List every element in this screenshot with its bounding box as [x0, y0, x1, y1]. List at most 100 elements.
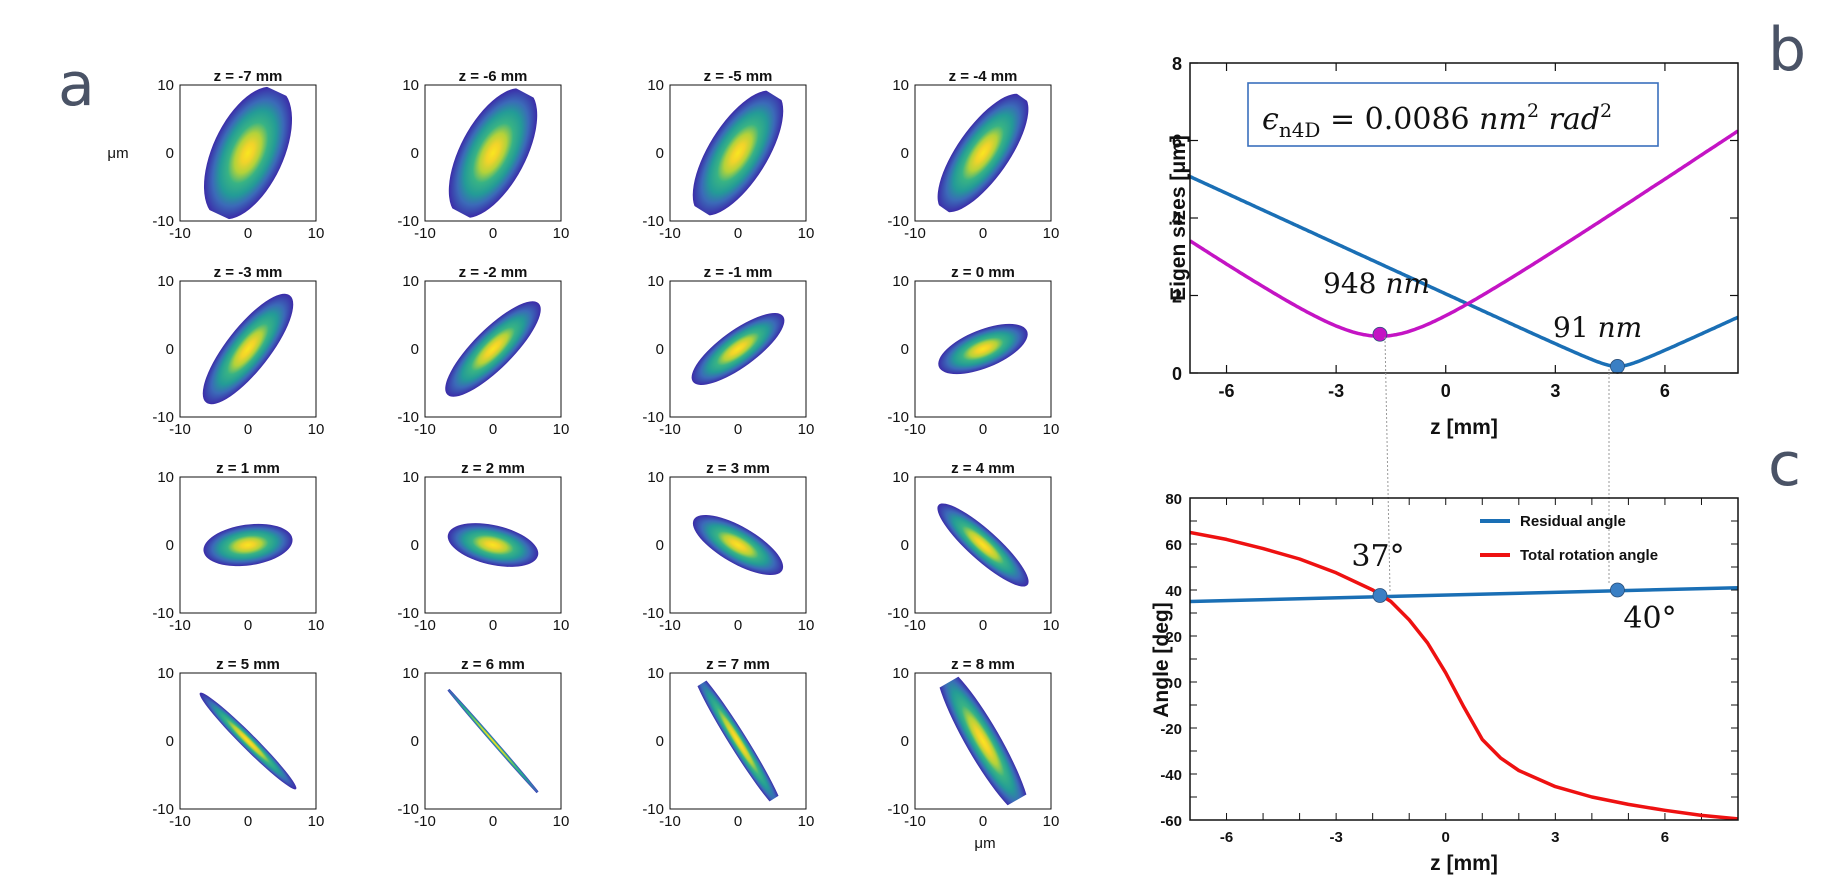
heatmap-panel: z = 2 mm -10-10 0 0 10 10 — [397, 460, 569, 634]
heatmap-frame — [424, 672, 562, 810]
heatmap-title: z = 2 mm — [461, 460, 525, 477]
heatmap-y-tick: 10 — [402, 469, 419, 486]
heatmap-panel: z = -1 mm -10-10 0 0 10 10 — [642, 264, 814, 438]
heatmap-y-tick: 10 — [157, 273, 174, 290]
heatmap-y-tick: 0 — [411, 537, 419, 554]
panel-label-b: b — [1768, 15, 1806, 85]
heatmap-y-tick: -10 — [887, 605, 909, 622]
angle-y-tick: -20 — [1160, 721, 1182, 738]
angle-y-axis-label: Angle [deg] — [1150, 602, 1173, 718]
heatmap-x-tick: 0 — [979, 617, 987, 634]
grid-x-unit-label: μm — [974, 835, 995, 852]
angle-y-tick: 40 — [1165, 583, 1182, 600]
heatmap-panel: z = 0 mm -10-10 0 0 10 10 — [887, 264, 1059, 438]
heatmap-y-tick: 10 — [157, 77, 174, 94]
panel-label-c: c — [1768, 430, 1801, 500]
heatmap-y-tick: 10 — [402, 665, 419, 682]
eigen-x-tick: 0 — [1441, 381, 1451, 401]
beam-ellipse — [445, 301, 541, 397]
heatmap-title: z = 0 mm — [951, 264, 1015, 281]
heatmap-y-tick: 10 — [647, 665, 664, 682]
heatmap-frame — [424, 476, 562, 614]
eigen-y-tick: 8 — [1172, 54, 1182, 74]
heatmap-x-tick: 10 — [798, 225, 815, 242]
heatmap-panel: z = 7 mm -10-10 0 0 10 10 — [642, 656, 814, 830]
emittance-sup-1: 2 — [1527, 100, 1539, 122]
heatmap-frame — [179, 280, 317, 418]
heatmap-x-tick: 10 — [798, 617, 815, 634]
heatmap-x-tick: 10 — [798, 813, 815, 830]
beam-ellipse — [448, 88, 538, 218]
angle-series — [1190, 530, 1738, 820]
heatmap-x-tick: -10 — [414, 421, 436, 438]
legend-residual-angle: Residual angle — [1520, 513, 1626, 530]
heatmap-y-tick: 0 — [166, 537, 174, 554]
heatmap-x-tick: 10 — [308, 421, 325, 438]
angle-y-tick: 20 — [1165, 629, 1182, 646]
beam-ellipse — [691, 313, 785, 385]
heatmap-x-tick: 0 — [489, 617, 497, 634]
heatmap-x-tick: 0 — [734, 421, 742, 438]
heatmap-y-tick: -10 — [152, 605, 174, 622]
heatmap-y-tick: -10 — [642, 801, 664, 818]
heatmap-x-tick: 0 — [244, 421, 252, 438]
emittance-subscript: n4D — [1279, 118, 1321, 142]
heatmap-frame — [669, 476, 807, 614]
heatmap-x-tick: -10 — [414, 617, 436, 634]
heatmap-y-tick: -10 — [397, 605, 419, 622]
eigen-y-tick: 4 — [1172, 209, 1182, 229]
heatmap-y-tick: 0 — [901, 733, 909, 750]
heatmap-frame — [424, 84, 562, 222]
eigen-axis-ticks: -6 -3 0 3 6 0 2 4 6 8 — [1172, 54, 1738, 401]
heatmap-y-tick: 0 — [656, 537, 664, 554]
heatmap-y-tick: -10 — [642, 213, 664, 230]
beam-ellipse — [938, 323, 1028, 375]
eigen-y-axis-label: Eigen sizes [μm] — [1167, 135, 1190, 301]
heatmap-x-tick: 10 — [1043, 617, 1060, 634]
eigen-x-tick: 6 — [1660, 381, 1670, 401]
heatmap-title: z = -4 mm — [949, 68, 1018, 85]
heatmap-panel: z = -3 mm -10-10 0 0 10 10 — [152, 264, 324, 438]
angle-lines — [1190, 530, 1738, 820]
waist-label-948: 948 nm — [1323, 267, 1430, 300]
angle-y-tick: -60 — [1160, 813, 1182, 830]
heatmap-y-tick: 0 — [901, 145, 909, 162]
eigen-size-series — [1190, 175, 1738, 369]
heatmap-x-tick: -10 — [414, 225, 436, 242]
angle-x-tick: 3 — [1551, 829, 1559, 846]
heatmap-y-tick: -10 — [887, 409, 909, 426]
heatmap-frame — [179, 84, 317, 222]
waist-label-948-number: 948 — [1323, 267, 1376, 300]
heatmap-y-tick: -10 — [887, 801, 909, 818]
heatmap-y-tick: 0 — [901, 537, 909, 554]
heatmap-x-tick: 10 — [308, 813, 325, 830]
emittance-box — [1247, 82, 1659, 147]
heatmap-frame — [179, 672, 317, 810]
angle-x-axis-label: z [mm] — [1430, 852, 1498, 875]
heatmap-x-tick: -10 — [169, 617, 191, 634]
heatmap-title: z = -5 mm — [704, 68, 773, 85]
angle-label-40: 40° — [1623, 601, 1676, 636]
heatmap-y-tick: 0 — [656, 733, 664, 750]
heatmap-frame — [669, 84, 807, 222]
heatmap-frame — [424, 280, 562, 418]
heatmap-x-tick: 10 — [1043, 421, 1060, 438]
angle-series — [1190, 585, 1738, 604]
angle-plot: -6 -3 0 3 6 -60 -40 -20 0 20 40 60 80 z [mm] Angle [… — [1150, 491, 1739, 875]
heatmap-x-tick: 10 — [1043, 225, 1060, 242]
eigen-size-plot: -6 -3 0 3 6 0 2 4 6 8 z [mm] Eigen sizes [μm] ϵn4… — [1167, 54, 1739, 439]
angle-x-tick: 0 — [1442, 829, 1450, 846]
heatmap-x-tick: 10 — [553, 421, 570, 438]
angle-x-tick: -3 — [1329, 829, 1342, 846]
heatmap-frame — [914, 280, 1052, 418]
heatmap-title: z = 4 mm — [951, 460, 1015, 477]
heatmap-y-tick: 0 — [411, 341, 419, 358]
heatmap-title: z = 5 mm — [216, 656, 280, 673]
eigen-plot-frame — [1189, 62, 1739, 374]
heatmap-y-tick: 10 — [157, 665, 174, 682]
heatmap-y-tick: 0 — [166, 145, 174, 162]
heatmap-title: z = -3 mm — [214, 264, 283, 281]
heatmap-title: z = 1 mm — [216, 460, 280, 477]
emittance-value: = 0.0086 — [1320, 102, 1479, 137]
